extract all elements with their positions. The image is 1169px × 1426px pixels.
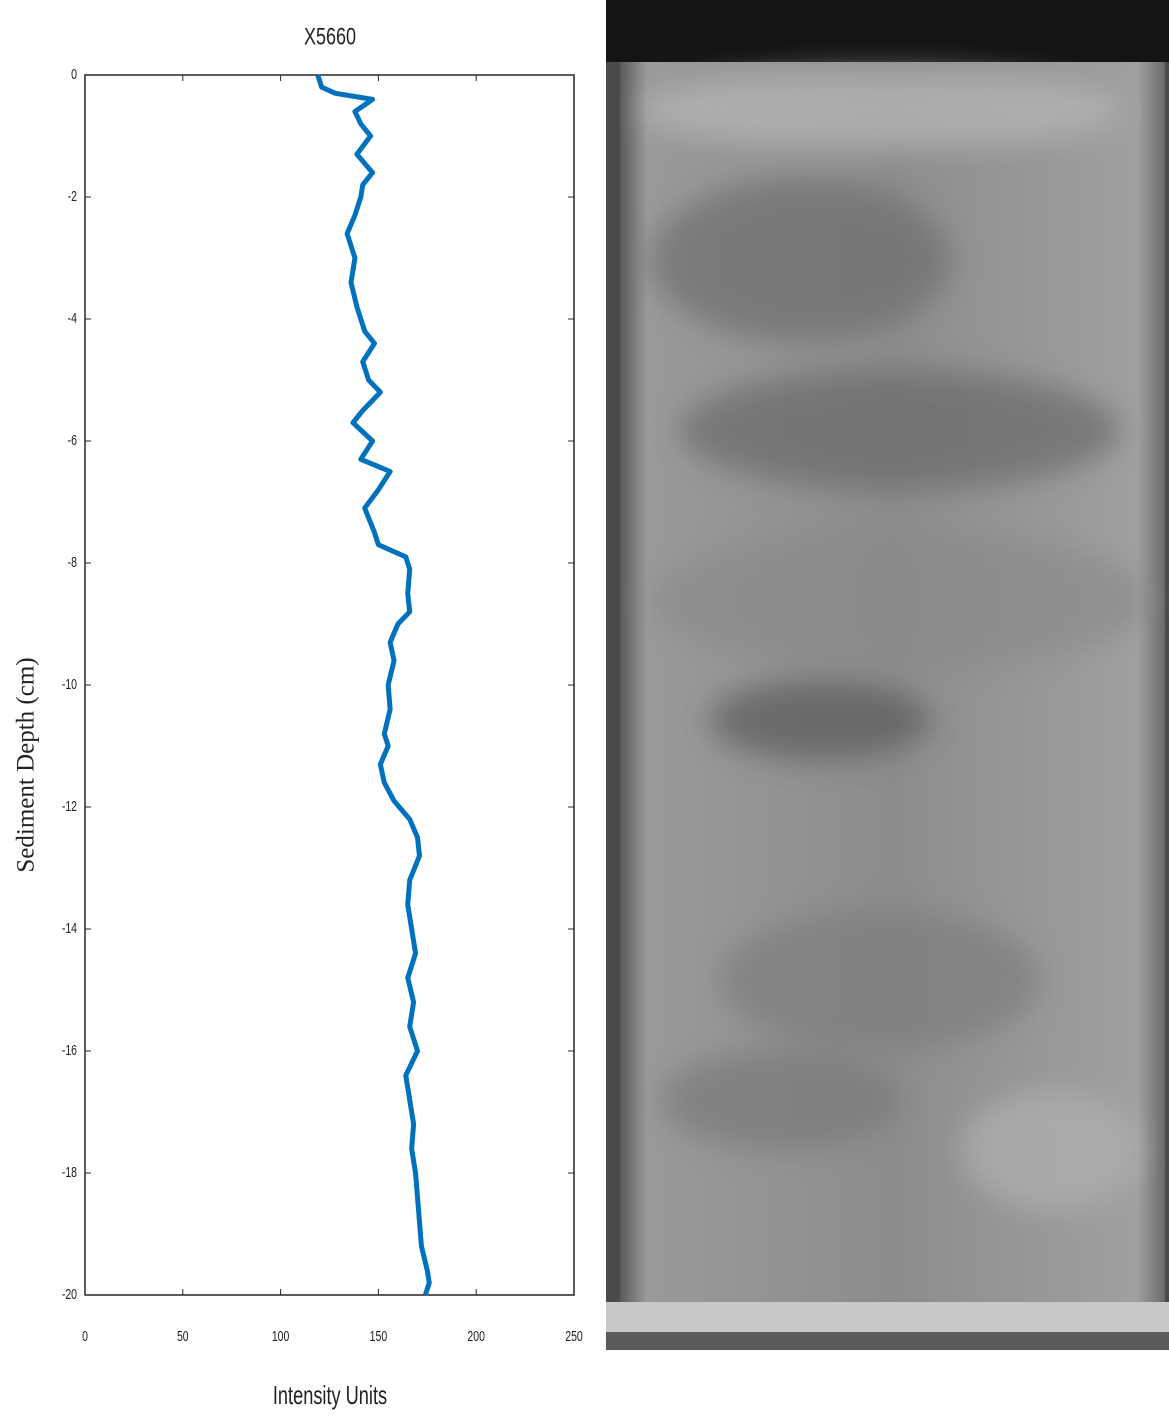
y-tick-label: 0 bbox=[71, 65, 77, 82]
page: X5660 Intensity Units Sediment Depth (cm… bbox=[0, 0, 1169, 1426]
y-tick-label: -20 bbox=[62, 1285, 77, 1302]
figure: X5660 Intensity Units Sediment Depth (cm… bbox=[0, 0, 1169, 1426]
x-tick-label: 200 bbox=[467, 1327, 485, 1344]
x-tick-label: 100 bbox=[272, 1327, 290, 1344]
x-tick-label: 0 bbox=[82, 1327, 88, 1344]
x-axis-label: Intensity Units bbox=[273, 1381, 387, 1410]
y-tick-label: -12 bbox=[62, 797, 77, 814]
y-tick-label: -14 bbox=[62, 919, 77, 936]
y-tick-label: -2 bbox=[68, 187, 77, 204]
xray-image bbox=[606, 0, 1169, 1350]
y-tick-label: -16 bbox=[62, 1041, 77, 1058]
y-axis-label: Sediment Depth (cm) bbox=[13, 657, 40, 872]
y-tick-label: -6 bbox=[68, 431, 77, 448]
plot-area bbox=[85, 75, 574, 1295]
y-tick-label: -4 bbox=[68, 309, 77, 326]
y-tick-label: -8 bbox=[68, 553, 77, 570]
x-tick-label: 150 bbox=[370, 1327, 388, 1344]
x-tick-label: 50 bbox=[177, 1327, 189, 1344]
y-tick-label: -18 bbox=[62, 1163, 77, 1180]
x-tick-label: 250 bbox=[565, 1327, 583, 1344]
y-tick-label: -10 bbox=[62, 675, 77, 692]
chart-title: X5660 bbox=[304, 24, 356, 50]
